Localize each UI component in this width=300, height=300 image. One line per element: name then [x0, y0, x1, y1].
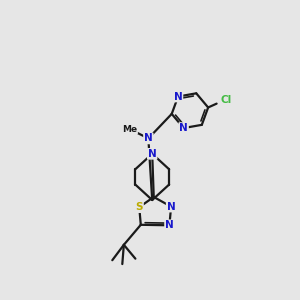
- Text: N: N: [167, 202, 176, 212]
- Text: N: N: [144, 134, 153, 143]
- Text: S: S: [136, 202, 143, 212]
- Text: Me: Me: [122, 125, 137, 134]
- Text: N: N: [148, 149, 157, 159]
- Text: N: N: [165, 220, 174, 230]
- Text: N: N: [179, 123, 188, 133]
- Text: Cl: Cl: [221, 95, 232, 105]
- Text: N: N: [174, 92, 182, 101]
